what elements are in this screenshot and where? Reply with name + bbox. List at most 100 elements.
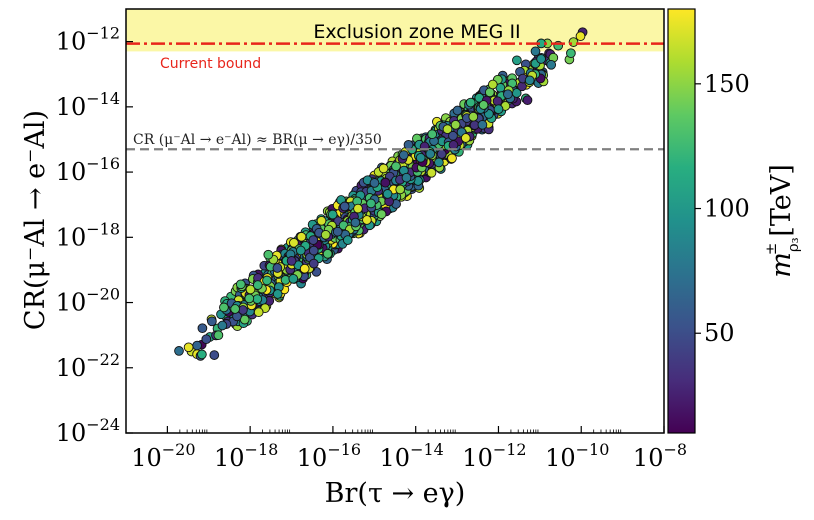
scatter-point	[339, 201, 350, 212]
scatter-point	[465, 97, 476, 108]
scatter-point	[308, 245, 319, 256]
exclusion-zone-label: Exclusion zone MEG II	[313, 21, 520, 43]
scatter-point	[436, 149, 447, 159]
y-axis-ticks: 10−24 10−22 10−20 10−18 10−16 10−14 10−12	[56, 24, 133, 447]
scatter-point	[530, 46, 541, 57]
scatter-point	[288, 273, 299, 284]
x-axis-title: Br(τ → eγ)	[325, 478, 466, 509]
scatter-point	[322, 248, 333, 259]
scatter-point	[308, 235, 319, 245]
scatter-point	[503, 89, 513, 100]
x-tick-label: 10−12	[462, 440, 526, 472]
scatter-points	[174, 27, 588, 361]
scatter-point	[380, 177, 391, 188]
y-axis-title: CR(μ⁻Al → e⁻Al)	[20, 110, 51, 330]
scatter-point	[299, 263, 310, 274]
scatter-point	[460, 133, 471, 143]
colorbar	[667, 8, 696, 434]
scatter-point	[209, 350, 220, 360]
y-tick-label: 10−18	[56, 219, 120, 251]
scatter-point	[272, 263, 283, 273]
colorbar-tick-label: 100	[704, 195, 750, 223]
x-tick-label: 10−14	[380, 440, 444, 472]
scatter-point	[207, 316, 217, 327]
colorbar-label-unit: [TeV]	[766, 164, 797, 236]
scatter-point	[401, 172, 412, 183]
scatter-point	[230, 304, 240, 314]
scatter-point	[447, 153, 457, 164]
scatter-point	[320, 229, 331, 240]
colorbar-ticks: 50 100 150	[695, 70, 750, 347]
scatter-point	[382, 189, 393, 199]
scatter-point	[217, 320, 228, 331]
relation-label: CR (μ⁻Al → e⁻Al) ≈ BR(μ → eγ)/350	[133, 132, 382, 148]
scatter-point	[197, 349, 207, 360]
scatter-point	[183, 342, 194, 353]
y-tick-label: 10−20	[56, 285, 120, 317]
scatter-point	[252, 280, 263, 290]
plot-frame	[125, 8, 665, 434]
scatter-point	[174, 346, 184, 356]
colorbar-label: mρ₃ ± [TeV]	[762, 164, 802, 278]
scatter-point	[468, 111, 479, 122]
x-tick-label: 10−8	[633, 440, 687, 472]
scatter-point	[342, 235, 353, 245]
scatter-point	[253, 307, 264, 318]
scatter-point	[492, 96, 503, 107]
scatter-point	[327, 209, 338, 220]
current-bound-label: Current bound	[160, 56, 261, 72]
scatter-point	[213, 330, 224, 341]
scatter-point	[235, 279, 246, 290]
scatter-point	[369, 178, 380, 188]
scatter-point	[398, 150, 409, 160]
x-tick-label: 10−18	[214, 440, 278, 472]
scatter-point	[493, 104, 504, 115]
colorbar-label-main: m	[766, 252, 797, 278]
scatter-point	[452, 105, 463, 116]
scatter-point	[197, 323, 208, 334]
scatter-point	[427, 129, 438, 140]
scatter-point	[263, 249, 274, 260]
scatter-point	[403, 139, 414, 150]
scatter-point	[478, 100, 489, 110]
y-tick-label: 10−24	[56, 415, 120, 447]
scatter-point	[332, 226, 343, 237]
scatter-point	[308, 258, 319, 269]
scatter-point	[442, 124, 453, 135]
y-tick-label: 10−14	[56, 89, 120, 121]
scatter-point	[426, 167, 437, 178]
scatter-point	[448, 140, 459, 150]
scatter-point	[425, 149, 436, 159]
scatter-point	[366, 198, 376, 209]
scatter-point	[362, 215, 372, 225]
scatter-point	[378, 163, 389, 174]
scatter-point	[524, 75, 535, 86]
colorbar-tick-label: 150	[704, 70, 750, 98]
scatter-point	[245, 284, 256, 295]
scatter-point	[244, 293, 255, 304]
scatter-point	[252, 294, 263, 304]
scatter-point	[477, 119, 488, 130]
colorbar-tick-label: 50	[704, 319, 735, 347]
scatter-point	[272, 289, 283, 299]
x-tick-label: 10−10	[545, 440, 609, 472]
scatter-point	[434, 157, 444, 168]
scatter-point	[192, 340, 202, 351]
x-axis-ticks: 10−20 10−18 10−16 10−14 10−12 10−10 10−8	[131, 426, 687, 472]
y-tick-label: 10−16	[56, 154, 120, 186]
scatter-point	[512, 55, 522, 66]
scatter-point	[536, 54, 546, 64]
scatter-point	[262, 275, 272, 286]
scatter-point	[286, 256, 297, 266]
scatter-point	[487, 79, 498, 90]
scatter-point	[316, 215, 327, 226]
scatter-point	[415, 152, 426, 163]
scatter-point	[522, 95, 533, 106]
x-tick-label: 10−20	[131, 440, 195, 472]
scatter-point	[201, 334, 212, 345]
scatter-point	[391, 161, 401, 172]
scatter-point	[575, 31, 586, 42]
scatter-point	[395, 184, 406, 195]
scatter-point	[350, 217, 361, 228]
